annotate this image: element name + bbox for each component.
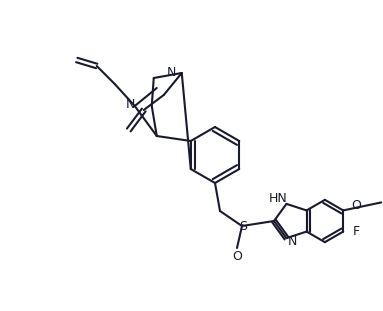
- Text: F: F: [353, 225, 360, 238]
- Text: O: O: [351, 199, 361, 212]
- Text: HN: HN: [269, 193, 288, 205]
- Text: O: O: [232, 249, 242, 262]
- Text: N: N: [288, 234, 297, 248]
- Text: S: S: [239, 220, 247, 233]
- Text: N: N: [166, 67, 176, 80]
- Text: N: N: [126, 98, 136, 110]
